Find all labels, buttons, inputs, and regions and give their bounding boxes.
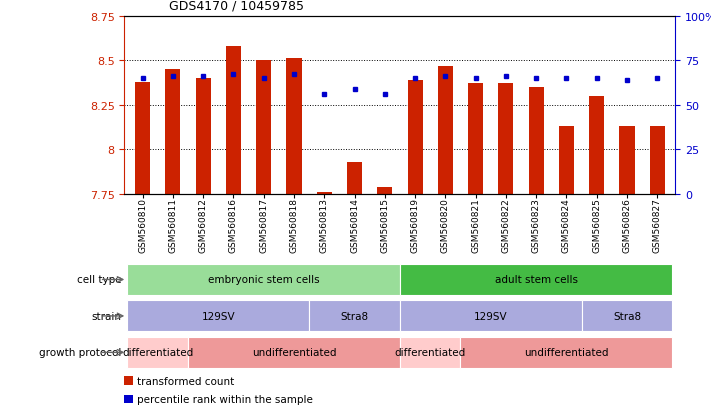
- Bar: [124, 377, 133, 385]
- Bar: [256, 61, 272, 195]
- Bar: [559, 127, 574, 195]
- Bar: [165, 70, 181, 195]
- Text: strain: strain: [92, 311, 122, 321]
- Text: GSM560813: GSM560813: [320, 198, 328, 253]
- Bar: [528, 88, 544, 195]
- Text: Stra8: Stra8: [341, 311, 368, 321]
- Text: GSM560826: GSM560826: [623, 198, 631, 253]
- Text: GSM560823: GSM560823: [532, 198, 540, 253]
- Bar: [582, 301, 673, 332]
- Text: GSM560824: GSM560824: [562, 198, 571, 252]
- Bar: [400, 264, 673, 295]
- Text: GSM560815: GSM560815: [380, 198, 390, 253]
- Bar: [619, 127, 635, 195]
- Text: GSM560819: GSM560819: [410, 198, 419, 253]
- Bar: [196, 79, 210, 195]
- Text: GSM560827: GSM560827: [653, 198, 662, 253]
- Text: embryonic stem cells: embryonic stem cells: [208, 275, 319, 285]
- Text: GSM560816: GSM560816: [229, 198, 238, 253]
- Bar: [188, 337, 400, 368]
- Text: GSM560817: GSM560817: [260, 198, 268, 253]
- Text: undifferentiated: undifferentiated: [252, 347, 336, 358]
- Bar: [287, 59, 301, 195]
- Text: GSM560814: GSM560814: [350, 198, 359, 253]
- Text: percentile rank within the sample: percentile rank within the sample: [137, 394, 312, 404]
- Bar: [135, 82, 150, 195]
- Text: GSM560810: GSM560810: [138, 198, 147, 253]
- Text: Stra8: Stra8: [613, 311, 641, 321]
- Text: cell type: cell type: [77, 275, 122, 285]
- Bar: [127, 264, 400, 295]
- Bar: [650, 127, 665, 195]
- Text: undifferentiated: undifferentiated: [524, 347, 609, 358]
- Text: 129SV: 129SV: [201, 311, 235, 321]
- Bar: [347, 162, 362, 195]
- Bar: [226, 47, 241, 195]
- Text: GSM560812: GSM560812: [198, 198, 208, 253]
- Text: differentiated: differentiated: [395, 347, 466, 358]
- Text: GDS4170 / 10459785: GDS4170 / 10459785: [169, 0, 304, 13]
- Text: GSM560825: GSM560825: [592, 198, 602, 253]
- Bar: [127, 337, 188, 368]
- Bar: [461, 337, 673, 368]
- Bar: [316, 193, 332, 195]
- Bar: [378, 188, 392, 195]
- Bar: [400, 337, 461, 368]
- Bar: [589, 97, 604, 195]
- Bar: [127, 301, 309, 332]
- Bar: [438, 66, 453, 195]
- Bar: [400, 301, 582, 332]
- Bar: [468, 84, 483, 195]
- Text: adult stem cells: adult stem cells: [495, 275, 577, 285]
- Text: 129SV: 129SV: [474, 311, 508, 321]
- Text: transformed count: transformed count: [137, 376, 234, 386]
- Bar: [309, 301, 400, 332]
- Bar: [124, 395, 133, 403]
- Text: GSM560821: GSM560821: [471, 198, 480, 253]
- Bar: [498, 84, 513, 195]
- Text: GSM560820: GSM560820: [441, 198, 450, 253]
- Text: GSM560818: GSM560818: [289, 198, 299, 253]
- Bar: [407, 81, 422, 195]
- Text: growth protocol: growth protocol: [39, 347, 122, 358]
- Text: GSM560822: GSM560822: [501, 198, 510, 252]
- Text: differentiated: differentiated: [122, 347, 193, 358]
- Text: GSM560811: GSM560811: [169, 198, 177, 253]
